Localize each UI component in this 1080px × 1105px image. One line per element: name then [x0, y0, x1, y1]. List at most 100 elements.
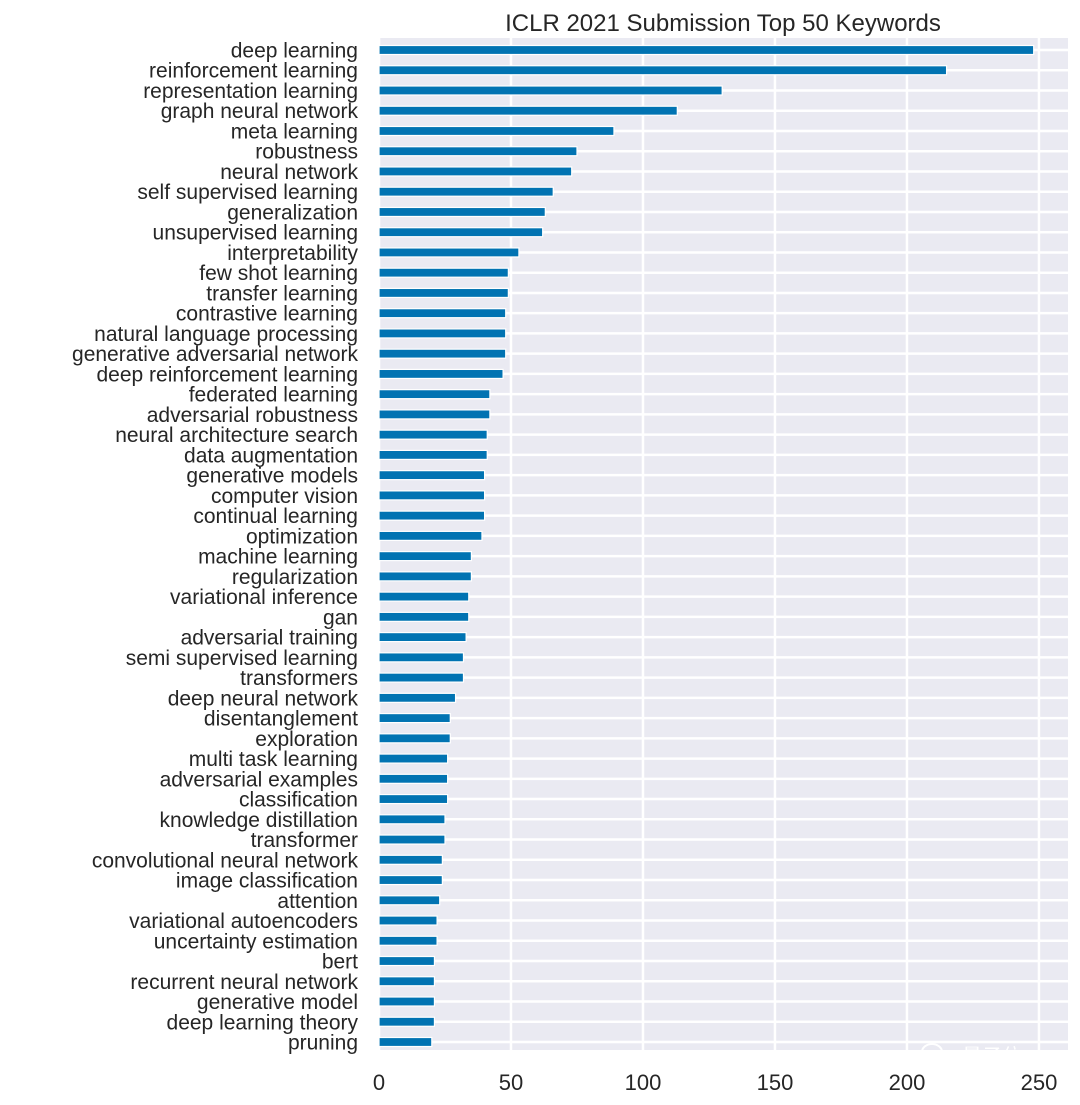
- y-tick-label: adversarial examples: [160, 768, 358, 791]
- plot-background: [379, 38, 1068, 1050]
- bar: [378, 874, 443, 886]
- bar: [378, 166, 573, 177]
- y-tick-label: deep learning: [231, 40, 358, 63]
- bar: [378, 328, 507, 339]
- y-tick-label: uncertainty estimation: [154, 930, 358, 953]
- bar: [378, 692, 457, 703]
- y-tick-label: knowledge distillation: [160, 809, 358, 832]
- bar: [378, 854, 443, 865]
- y-tick-label: pruning: [288, 1032, 358, 1055]
- x-tick-label: 250: [1021, 1070, 1058, 1095]
- bar: [378, 551, 472, 562]
- bar: [378, 672, 465, 683]
- bar: [378, 85, 723, 96]
- y-tick-label: transformers: [240, 667, 358, 690]
- x-tick-label: 0: [373, 1070, 385, 1095]
- bar: [378, 632, 467, 643]
- y-tick-label: interpretability: [227, 242, 358, 265]
- bar: [378, 510, 486, 521]
- y-tick-label: adversarial training: [181, 627, 358, 650]
- bar: [378, 247, 520, 258]
- y-tick-label: deep reinforcement learning: [97, 363, 359, 386]
- bar: [378, 976, 436, 987]
- bar: [378, 591, 470, 602]
- bar: [378, 753, 449, 764]
- watermark: 量子位: [921, 1043, 1022, 1068]
- y-tick-label: attention: [277, 890, 358, 913]
- y-tick-label: reinforcement learning: [149, 60, 358, 83]
- bar: [378, 146, 578, 157]
- y-tick-label: classification: [239, 789, 358, 812]
- y-tick-label: deep neural network: [168, 687, 359, 710]
- bar: [378, 996, 436, 1007]
- y-tick-label: variational inference: [170, 586, 358, 609]
- bar: [378, 935, 438, 946]
- y-tick-label: robustness: [255, 141, 358, 164]
- bar: [378, 429, 488, 440]
- bar: [378, 287, 509, 299]
- bar: [378, 652, 465, 663]
- y-tick-label: deep learning theory: [167, 1011, 359, 1034]
- x-tick-label: 100: [625, 1070, 662, 1095]
- y-tick-label: transfer learning: [206, 282, 358, 305]
- bar: [378, 65, 948, 76]
- y-tick-label: gan: [323, 606, 358, 629]
- y-tick-label: adversarial robustness: [147, 404, 358, 427]
- y-tick-label: unsupervised learning: [153, 222, 358, 245]
- y-tick-label: continual learning: [193, 505, 358, 528]
- bar: [378, 1016, 436, 1027]
- y-tick-label: multi task learning: [189, 748, 358, 771]
- bar: [378, 186, 554, 197]
- y-tick-label: machine learning: [198, 546, 358, 569]
- y-tick-label: generative models: [186, 465, 358, 488]
- bar: [378, 348, 507, 359]
- x-tick-label: 200: [889, 1070, 926, 1095]
- y-tick-label: neural architecture search: [115, 424, 358, 447]
- bar: [378, 105, 678, 116]
- y-tick-label: natural language processing: [94, 323, 358, 346]
- bar: [378, 895, 441, 906]
- y-tick-label: variational autoencoders: [129, 910, 358, 933]
- bar: [378, 834, 446, 845]
- bar: [378, 409, 491, 420]
- watermark-text: 量子位: [962, 1044, 1022, 1068]
- y-tick-label: graph neural network: [161, 100, 359, 123]
- bar: [378, 733, 451, 744]
- bar: [378, 389, 491, 400]
- bar: [378, 793, 449, 805]
- y-tick-label: image classification: [176, 870, 358, 893]
- y-tick-label: contrastive learning: [176, 303, 358, 326]
- y-tick-label: neural network: [220, 161, 358, 184]
- y-tick-label: generative adversarial network: [72, 343, 358, 366]
- bar: [378, 955, 436, 967]
- y-tick-label: federated learning: [189, 384, 358, 407]
- y-tick-label: semi supervised learning: [126, 647, 358, 670]
- y-tick-label: meta learning: [231, 120, 358, 143]
- chart-title: ICLR 2021 Submission Top 50 Keywords: [505, 10, 941, 37]
- y-tick-label: computer vision: [211, 485, 358, 508]
- bar: [378, 267, 509, 278]
- x-tick-label: 150: [757, 1070, 794, 1095]
- bar: [378, 470, 486, 481]
- bar: [378, 490, 486, 501]
- y-tick-label: recurrent neural network: [130, 971, 358, 994]
- bar: [378, 1036, 433, 1048]
- bar: [378, 44, 1035, 56]
- y-tick-label: transformer: [251, 829, 358, 852]
- x-tick-label: 50: [499, 1070, 523, 1095]
- y-tick-label: generative model: [197, 991, 358, 1014]
- bar: [378, 227, 544, 238]
- y-tick-label: regularization: [232, 566, 358, 589]
- y-tick-label: generalization: [227, 201, 358, 224]
- bar: [378, 308, 507, 319]
- y-tick-label: bert: [322, 951, 358, 974]
- y-tick-label: optimization: [246, 525, 358, 548]
- y-tick-label: representation learning: [143, 80, 358, 103]
- y-tick-label: disentanglement: [204, 708, 358, 731]
- bar: [378, 915, 438, 926]
- bar: [378, 814, 446, 825]
- bar: [378, 571, 472, 582]
- bar: [378, 611, 470, 622]
- bar: [378, 368, 504, 380]
